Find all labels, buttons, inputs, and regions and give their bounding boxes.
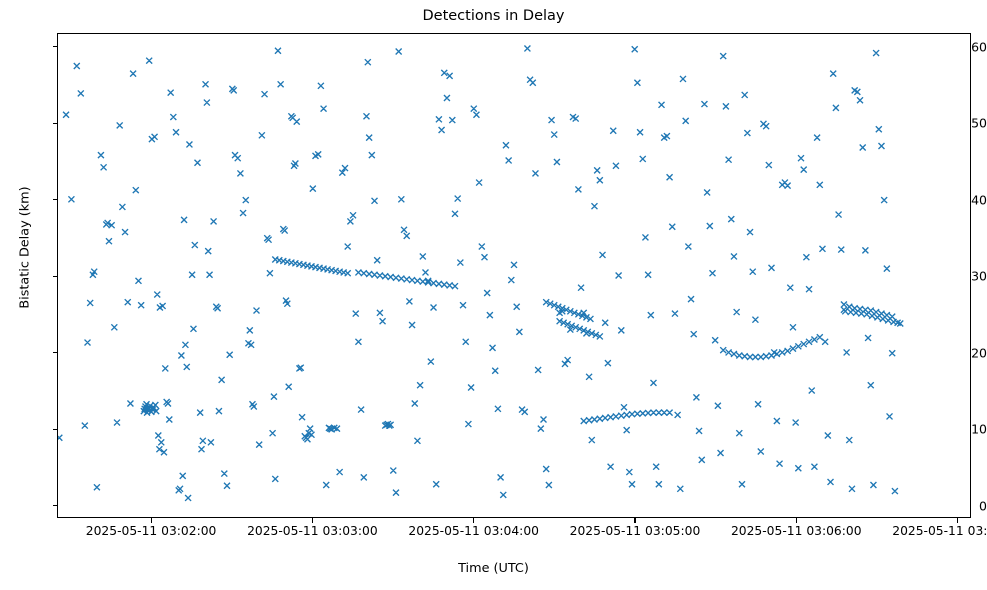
y-axis-label: Bistatic Delay (km)	[17, 186, 33, 309]
x-tick-mark	[957, 518, 959, 523]
x-tick-label: 2025-05-11 03:03:00	[247, 524, 378, 538]
x-tick-label: 2025-05-11 03:05:00	[569, 524, 701, 538]
x-tick-mark	[150, 518, 152, 523]
x-tick-label: 2025-05-11 03:02:00	[85, 524, 217, 538]
plot-area	[57, 33, 971, 518]
x-tick-mark	[634, 518, 636, 523]
x-tick-label: 2025-05-11 03:06:00	[730, 524, 862, 538]
x-tick-mark	[311, 518, 313, 523]
x-tick-label: 2025-05-11 03:04:00	[408, 524, 539, 538]
x-tick-mark	[473, 518, 475, 523]
x-tick-label: 2025-05-11 03:07:00	[892, 524, 987, 538]
page-title: Detections in Delay	[422, 8, 565, 24]
scatter-series	[58, 45, 904, 502]
x-tick-mark	[795, 518, 797, 523]
x-axis-label: Time (UTC)	[458, 561, 529, 576]
